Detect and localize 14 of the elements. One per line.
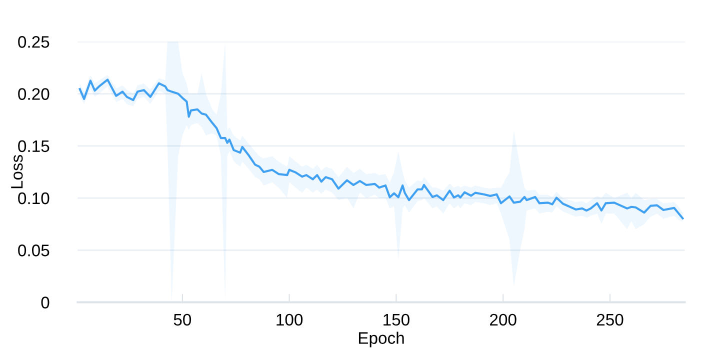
y-tick-label: 0.20: [18, 88, 50, 100]
line-series: [78, 78, 684, 220]
y-tick-label: 0.25: [18, 36, 50, 48]
x-tick-label: 200: [490, 314, 516, 326]
x-tick-label: 50: [174, 314, 192, 326]
x-axis-title: Epoch: [358, 332, 404, 348]
y-tick-label: 0.15: [18, 140, 50, 152]
y-tick-label: 0.05: [18, 244, 50, 256]
x-tick-label: 250: [596, 314, 624, 326]
y-tick-label: 0: [41, 296, 50, 308]
y-tick-label: 0.10: [18, 192, 50, 204]
x-tick-label: 150: [384, 314, 410, 326]
x-tick-label: 100: [276, 314, 303, 326]
y-axis-title: Loss: [11, 154, 23, 188]
